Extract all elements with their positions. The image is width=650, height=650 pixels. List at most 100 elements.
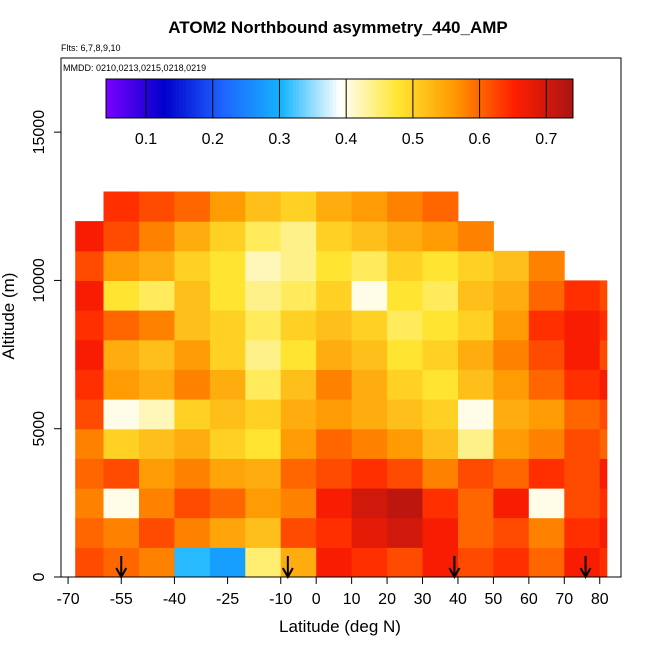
heatmap-cell — [139, 221, 175, 252]
heatmap-cell — [351, 458, 388, 489]
heatmap-cell — [245, 221, 282, 252]
colorbar-swatch — [246, 79, 250, 118]
heatmap-cell — [245, 280, 282, 311]
heatmap-cell — [422, 399, 459, 430]
heatmap-cell — [351, 310, 388, 341]
heatmap-cell — [422, 428, 459, 459]
heatmap-cell — [387, 369, 423, 400]
heatmap-cell — [75, 458, 105, 489]
y-tick-label: 15000 — [31, 110, 48, 155]
heatmap-cell — [103, 310, 140, 341]
colorbar-swatch — [446, 79, 450, 118]
heatmap-cell — [387, 221, 423, 252]
colorbar-swatch — [192, 79, 197, 118]
colorbar-swatch — [452, 79, 457, 118]
colorbar-swatch — [442, 79, 447, 118]
y-axis-label: Altitude (m) — [0, 273, 18, 360]
x-tick-label: 80 — [591, 591, 609, 608]
colorbar-swatch — [462, 79, 467, 118]
heatmap-cell — [174, 488, 211, 519]
colorbar-swatch — [362, 79, 367, 118]
heatmap-cell — [564, 310, 601, 341]
heatmap-cell — [422, 369, 459, 400]
colorbar-swatch — [172, 79, 177, 118]
y-axis: 0 5000 10000 15000 — [31, 110, 61, 581]
colorbar-swatch — [126, 79, 130, 118]
heatmap-cell — [75, 221, 105, 252]
colorbar-swatch — [432, 79, 437, 118]
heatmap-cell — [599, 310, 608, 341]
heatmap-cell — [75, 517, 105, 548]
heatmap-cell — [209, 428, 246, 459]
heatmap-cell — [139, 399, 175, 430]
heatmap-cell — [458, 399, 494, 430]
heatmap-cell — [422, 221, 459, 252]
colorbar-tick-label: 0.7 — [535, 131, 557, 148]
heatmap-cell — [280, 280, 317, 311]
colorbar-swatch — [319, 79, 324, 118]
colorbar-swatch — [142, 79, 147, 118]
heatmap-cell — [209, 339, 246, 370]
colorbar-swatch — [406, 79, 410, 118]
colorbar-swatch — [546, 79, 551, 118]
colorbar-swatch — [369, 79, 374, 118]
heatmap-cell — [528, 399, 565, 430]
heatmap-cell — [422, 310, 459, 341]
heatmap-cell — [528, 250, 565, 281]
heatmap-cell — [316, 547, 353, 578]
heatmap-cell — [103, 458, 140, 489]
colorbar-swatch — [476, 79, 480, 118]
dates-label: MMDD: 0210,0213,0215,0218,0219 — [63, 63, 206, 73]
heatmap-cell — [458, 517, 494, 548]
y-tick-label: 0 — [31, 572, 48, 581]
heatmap-cell — [493, 399, 530, 430]
colorbar-swatch — [159, 79, 164, 118]
heatmap-cell — [528, 458, 565, 489]
colorbar-swatch — [266, 79, 270, 118]
heatmap-cell — [387, 310, 423, 341]
heatmap-cell — [599, 547, 608, 578]
heatmap-cell — [75, 280, 105, 311]
heatmap-cell — [209, 191, 246, 222]
heatmap-cell — [75, 310, 105, 341]
colorbar-swatch — [236, 79, 240, 118]
heatmap-cell — [139, 458, 175, 489]
heatmap-cell — [245, 369, 282, 400]
colorbar-swatch — [502, 79, 507, 118]
heatmap-cell — [458, 339, 494, 370]
heatmap-cell — [139, 547, 175, 578]
heatmap-cell — [351, 191, 388, 222]
colorbar-swatch — [509, 79, 514, 118]
colorbar-swatch — [399, 79, 404, 118]
colorbar-swatch — [122, 79, 127, 118]
heatmap-cell — [458, 488, 494, 519]
heatmap-cell — [174, 369, 211, 400]
colorbar-swatch — [426, 79, 430, 118]
colorbar-swatch — [506, 79, 511, 118]
colorbar-swatch — [296, 79, 300, 118]
heatmap-cell — [103, 428, 140, 459]
heatmap-cell — [458, 310, 494, 341]
x-tick-label: 10 — [343, 591, 361, 608]
heatmap-cell — [209, 488, 246, 519]
heatmap-cell — [280, 369, 317, 400]
colorbar-swatch — [439, 79, 444, 118]
heatmap-cell — [564, 458, 601, 489]
heatmap-cell — [280, 191, 317, 222]
heatmap-cell — [351, 280, 388, 311]
colorbar-swatch — [526, 79, 531, 118]
colorbar-swatch — [456, 79, 460, 118]
heatmap-cell — [209, 369, 246, 400]
colorbar-swatch — [332, 79, 337, 118]
colorbar-swatch — [489, 79, 494, 118]
colorbar-swatch — [366, 79, 370, 118]
heatmap-cell — [209, 310, 246, 341]
heatmap-cell — [493, 458, 530, 489]
heatmap-cell — [103, 517, 140, 548]
colorbar-swatch — [372, 79, 377, 118]
heatmap-cell — [458, 221, 494, 252]
colorbar-swatch — [422, 79, 427, 118]
heatmap-cell — [209, 221, 246, 252]
heatmap-cell — [245, 488, 282, 519]
x-tick-label: 40 — [449, 591, 467, 608]
